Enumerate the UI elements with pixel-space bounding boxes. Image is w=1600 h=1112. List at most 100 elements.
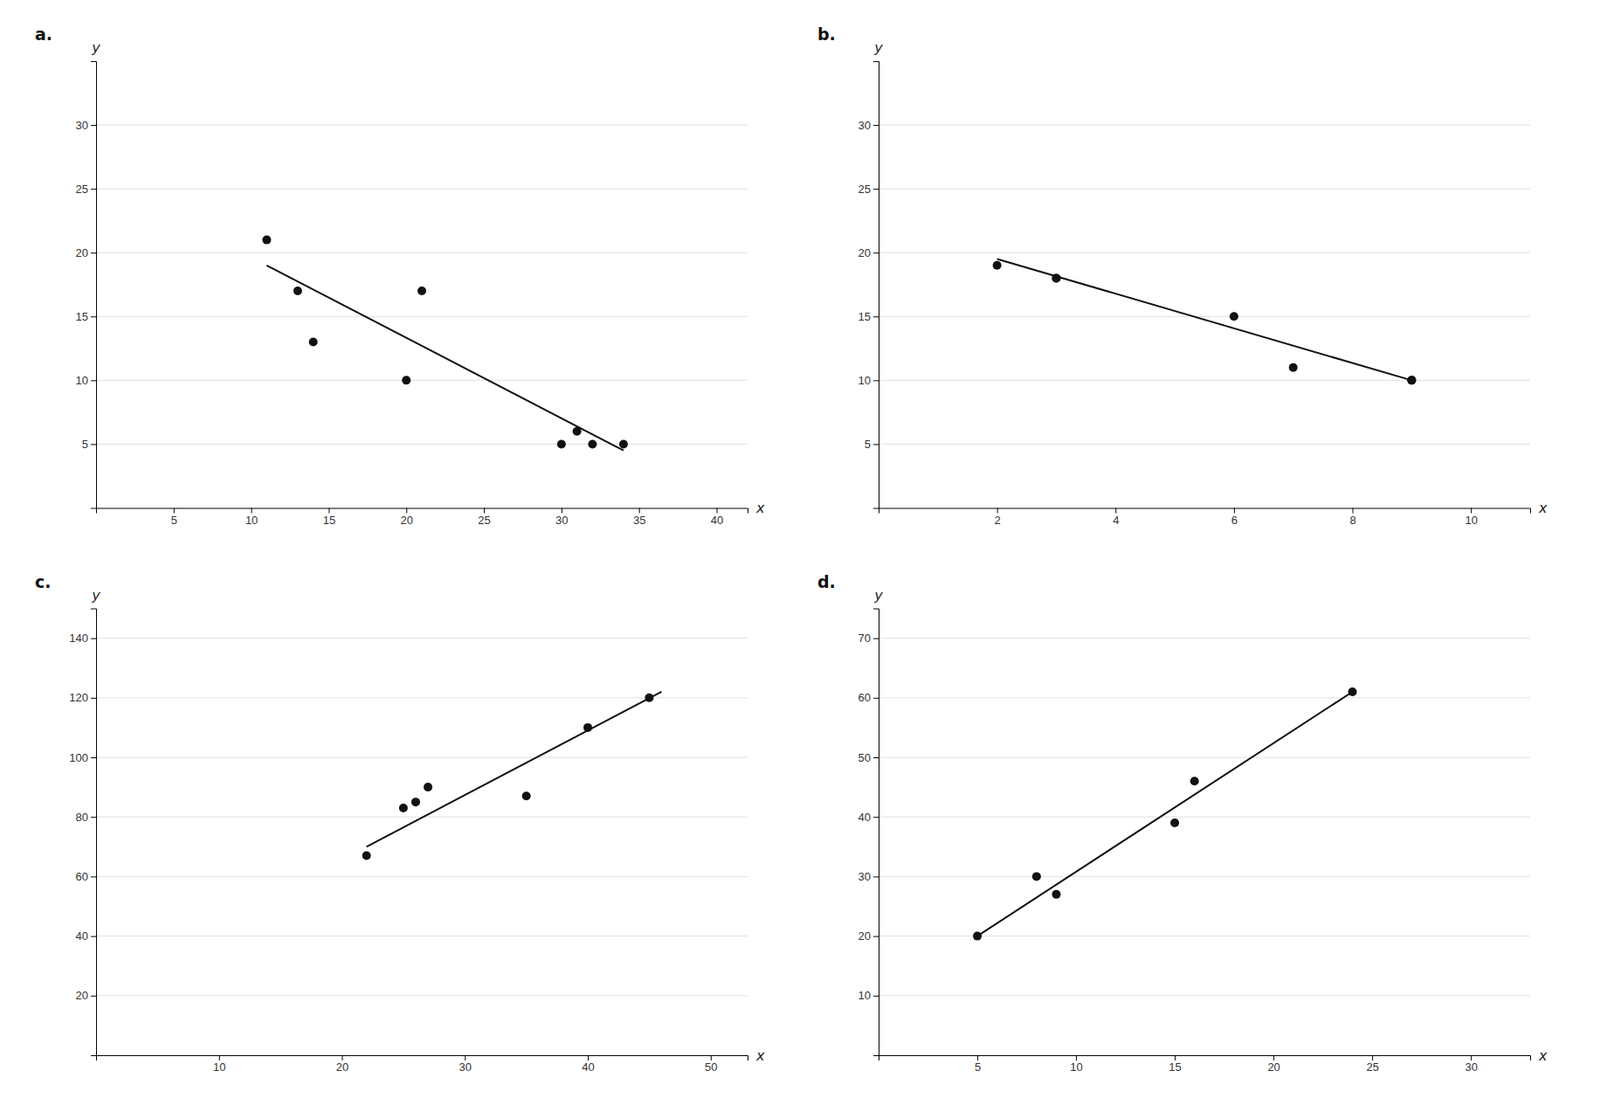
point xyxy=(557,439,566,449)
grid-line xyxy=(96,379,748,381)
point xyxy=(399,803,408,813)
tick: 10 xyxy=(858,988,879,1002)
tick-label: 50 xyxy=(858,751,871,765)
tick: 20 xyxy=(858,929,879,943)
tick: 40 xyxy=(710,508,724,527)
tick-label: 5 xyxy=(171,513,178,527)
panel: 51015202530354051015202530xya. xyxy=(34,24,766,527)
grid-line xyxy=(878,379,1531,381)
y-axis: 20406080100120140 xyxy=(68,608,97,1056)
point xyxy=(401,375,411,385)
tick: 20 xyxy=(336,1055,349,1074)
tick-label: 25 xyxy=(75,182,89,196)
y-label: y xyxy=(873,586,883,604)
x-axis: 1020304050 xyxy=(96,1055,749,1074)
tick-label: 20 xyxy=(336,1060,349,1074)
axis-line xyxy=(96,508,749,514)
point xyxy=(1348,687,1358,697)
tick-label: 120 xyxy=(68,690,89,704)
tick-label: 20 xyxy=(75,246,89,260)
tick-mark xyxy=(406,508,407,514)
axis-line xyxy=(96,1055,749,1062)
tick-mark xyxy=(90,757,97,759)
tick: 4 xyxy=(1112,508,1119,527)
axis-line xyxy=(879,1055,1532,1062)
grid-line xyxy=(96,875,748,877)
tick-mark xyxy=(873,757,879,759)
tick-label: 40 xyxy=(858,810,871,824)
grid-line xyxy=(96,124,748,126)
grid-line xyxy=(96,637,748,639)
y-axis: 5 10 15 20 25 30 xyxy=(75,62,97,510)
tick-mark xyxy=(90,995,97,997)
x-axis: 51015202530 xyxy=(879,1055,1532,1074)
point xyxy=(993,261,1002,270)
tick-label: 30 xyxy=(858,118,871,132)
tick: 20 xyxy=(75,246,97,260)
panel-title: b. xyxy=(817,24,836,44)
tick-label: 8 xyxy=(1349,513,1356,527)
tick-mark xyxy=(90,816,97,818)
panel-title: d. xyxy=(817,572,836,592)
tick-label: 40 xyxy=(75,929,89,943)
tick-label: 70 xyxy=(858,631,871,645)
tick: 20 xyxy=(1267,1055,1280,1074)
tick: 40 xyxy=(75,929,97,943)
tick: 60 xyxy=(858,690,879,704)
tick-mark xyxy=(464,1055,466,1061)
tick-label: 10 xyxy=(1464,513,1477,527)
tick: 70 xyxy=(858,631,879,645)
y-axis: 51015202530 xyxy=(858,62,880,510)
plot-area: 24681051015202530xy xyxy=(858,39,1548,527)
point xyxy=(423,782,433,792)
regression-line xyxy=(977,691,1353,937)
tick-mark xyxy=(90,252,97,254)
tick: 30 xyxy=(1464,1055,1477,1074)
point xyxy=(1229,311,1239,321)
tick-label: 25 xyxy=(858,182,871,196)
tick-label: 20 xyxy=(400,513,414,527)
tick: 40 xyxy=(581,1055,594,1074)
tick: 50 xyxy=(704,1055,718,1074)
tick: 10 xyxy=(1464,508,1477,527)
tick-label: 20 xyxy=(858,246,871,260)
tick: 10 xyxy=(245,508,258,527)
tick: 20 xyxy=(400,508,414,527)
x-axis: 246810 xyxy=(879,508,1532,527)
tick-label: 10 xyxy=(213,1060,226,1074)
point xyxy=(417,286,427,296)
point xyxy=(522,791,532,800)
point xyxy=(587,439,597,449)
tick-label: 5 xyxy=(82,437,89,451)
tick-mark xyxy=(219,1055,221,1061)
plot-area: 5101520253010203040506070xy xyxy=(858,586,1548,1075)
grid-line xyxy=(878,188,1531,190)
tick-mark xyxy=(873,697,879,699)
tick-label: 15 xyxy=(1168,1060,1181,1074)
tick-label: 20 xyxy=(75,988,89,1002)
grid-line xyxy=(96,252,748,254)
tick: 25 xyxy=(477,508,490,527)
tick: 25 xyxy=(75,182,97,196)
panel: 5101520253010203040506070xyd. xyxy=(817,572,1548,1075)
tick-mark xyxy=(587,1055,589,1061)
grid-line xyxy=(96,188,748,190)
tick-mark xyxy=(90,638,97,640)
tick: 10 xyxy=(75,373,97,387)
tick: 30 xyxy=(858,118,879,132)
x-label: x xyxy=(1537,499,1548,517)
tick-mark xyxy=(873,316,879,318)
tick-mark xyxy=(173,508,175,514)
tick: 10 xyxy=(213,1055,226,1074)
figure: 51015202530354051015202530xya.2468105101… xyxy=(0,0,1600,1112)
tick-label: 30 xyxy=(75,118,89,132)
tick-mark xyxy=(873,995,879,997)
marks xyxy=(972,687,1358,941)
panel-title: c. xyxy=(34,572,51,592)
tick: 15 xyxy=(75,310,97,324)
point xyxy=(1051,889,1061,899)
point xyxy=(362,851,372,861)
tick-mark xyxy=(873,638,879,640)
tick-mark xyxy=(1372,1055,1373,1061)
axis-line xyxy=(90,608,97,1056)
